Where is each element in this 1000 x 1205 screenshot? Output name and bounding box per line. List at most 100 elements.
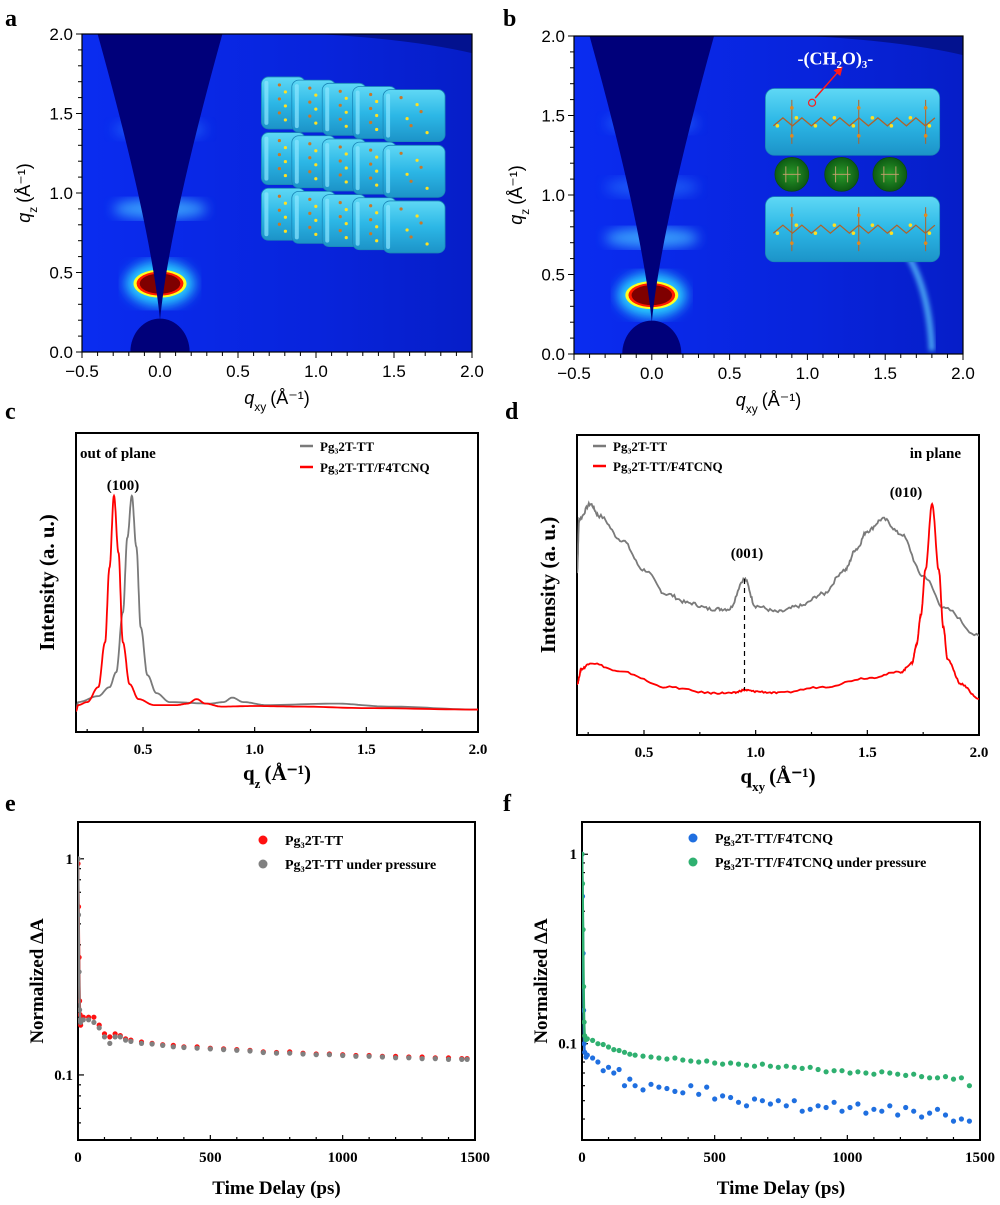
data-point	[616, 1047, 622, 1054]
atom	[405, 117, 409, 121]
atom	[308, 156, 312, 160]
sulfur-atom	[851, 124, 856, 128]
y-tick-label: 1.0	[49, 184, 73, 203]
data-point	[406, 1055, 412, 1061]
x-axis-title: qz (Å⁻¹)	[243, 761, 311, 791]
atom	[338, 159, 342, 163]
data-point	[728, 1060, 734, 1066]
atom	[419, 165, 423, 169]
atom	[283, 145, 287, 150]
data-point	[934, 1106, 941, 1112]
data-points	[582, 851, 973, 1124]
x-axis-title: qxy (Å⁻¹)	[736, 390, 802, 416]
atom	[375, 127, 379, 132]
x-tick-label: 2.0	[951, 364, 975, 383]
data-point	[582, 1041, 587, 1047]
atom	[369, 232, 373, 236]
block-highlight	[386, 204, 391, 249]
data-point	[91, 1014, 97, 1020]
block-highlight	[325, 142, 330, 187]
detector-edge	[807, 36, 963, 56]
x-tick-label: 0.5	[635, 745, 654, 761]
data-point	[80, 1017, 86, 1023]
data-point	[605, 1044, 612, 1050]
y-tick-label: 1.5	[49, 105, 73, 124]
atom	[314, 232, 318, 237]
data-point	[590, 1037, 596, 1043]
data-point	[656, 1055, 662, 1061]
atom	[375, 211, 379, 215]
y-tick-label: 0.0	[49, 343, 73, 362]
atom	[283, 215, 287, 219]
data-point	[123, 1037, 129, 1043]
atom	[308, 142, 312, 146]
data-point	[688, 1083, 694, 1089]
data-point	[640, 1053, 646, 1059]
x-tick-label: 0.0	[148, 362, 172, 381]
atom	[314, 218, 318, 223]
oxygen-atom	[790, 134, 794, 138]
data-point	[863, 1070, 869, 1076]
stack-block	[382, 89, 446, 143]
data-point	[799, 1065, 805, 1071]
data-point	[911, 1071, 917, 1077]
side-chain-annotation: -(CH₂O)₃-	[798, 49, 874, 70]
block-highlight	[264, 80, 269, 125]
x-tick-label: 0.0	[640, 364, 664, 383]
atom	[369, 176, 373, 180]
atom	[283, 104, 287, 108]
data-point	[78, 1007, 83, 1013]
data-point	[664, 1085, 670, 1092]
axis-subscript: xy	[752, 779, 766, 794]
data-point	[584, 1052, 590, 1058]
data-point	[934, 1075, 941, 1081]
data-point	[149, 1041, 155, 1047]
data-point	[181, 1044, 187, 1051]
data-point	[611, 1070, 617, 1076]
atom	[369, 218, 373, 222]
data-point	[871, 1071, 877, 1077]
atom	[375, 169, 379, 173]
panel-label-b: b	[503, 6, 516, 32]
axis-unit: (Å⁻¹)	[762, 390, 802, 410]
atom	[409, 124, 413, 128]
x-axis-title: Time Delay (ps)	[212, 1178, 340, 1199]
data-point	[743, 1103, 750, 1109]
axis-subscript: z	[518, 209, 532, 215]
block-highlight	[325, 198, 330, 243]
data-point	[78, 969, 82, 975]
x-tick-label: 1.0	[245, 742, 264, 758]
panel-label-a: a	[5, 6, 17, 32]
polymer-block	[764, 196, 941, 263]
atom	[314, 107, 318, 111]
atom	[338, 145, 342, 149]
data-point	[582, 881, 586, 887]
data-point	[78, 856, 81, 862]
data-point	[605, 1064, 612, 1070]
y-tick-label: 1	[570, 847, 578, 863]
data-point	[735, 1099, 742, 1105]
data-point	[783, 1063, 789, 1069]
data-point	[287, 1050, 293, 1056]
data-point	[300, 1051, 306, 1057]
panel-b: -(CH₂O)₃-−0.5 0.0 0.5 1.0 1.5 2.00.00.51.01.5…	[506, 27, 975, 416]
y-tick-label: 0.1	[54, 1068, 73, 1084]
data-point	[582, 1019, 587, 1025]
data-point	[712, 1096, 718, 1102]
annotation-arrow	[814, 66, 843, 99]
atom	[375, 155, 379, 159]
atom	[405, 172, 409, 176]
data-point	[839, 1068, 845, 1074]
data-point	[96, 1025, 102, 1031]
x-tick-label: 1500	[965, 1150, 995, 1166]
atom	[405, 228, 409, 232]
sulfur-atom	[794, 223, 799, 227]
data-point	[582, 851, 585, 857]
polymer-backbone	[772, 117, 936, 127]
data-point	[887, 1070, 893, 1076]
panel-e: 0 500 1000 1500 1 0.1 Time Delay (ps) Normalize…	[27, 821, 490, 1199]
y-axis-title: Normalized ΔA	[27, 918, 48, 1044]
oxygen-atom	[923, 106, 928, 110]
x-tick-label: 500	[199, 1150, 222, 1166]
atom	[314, 204, 318, 209]
